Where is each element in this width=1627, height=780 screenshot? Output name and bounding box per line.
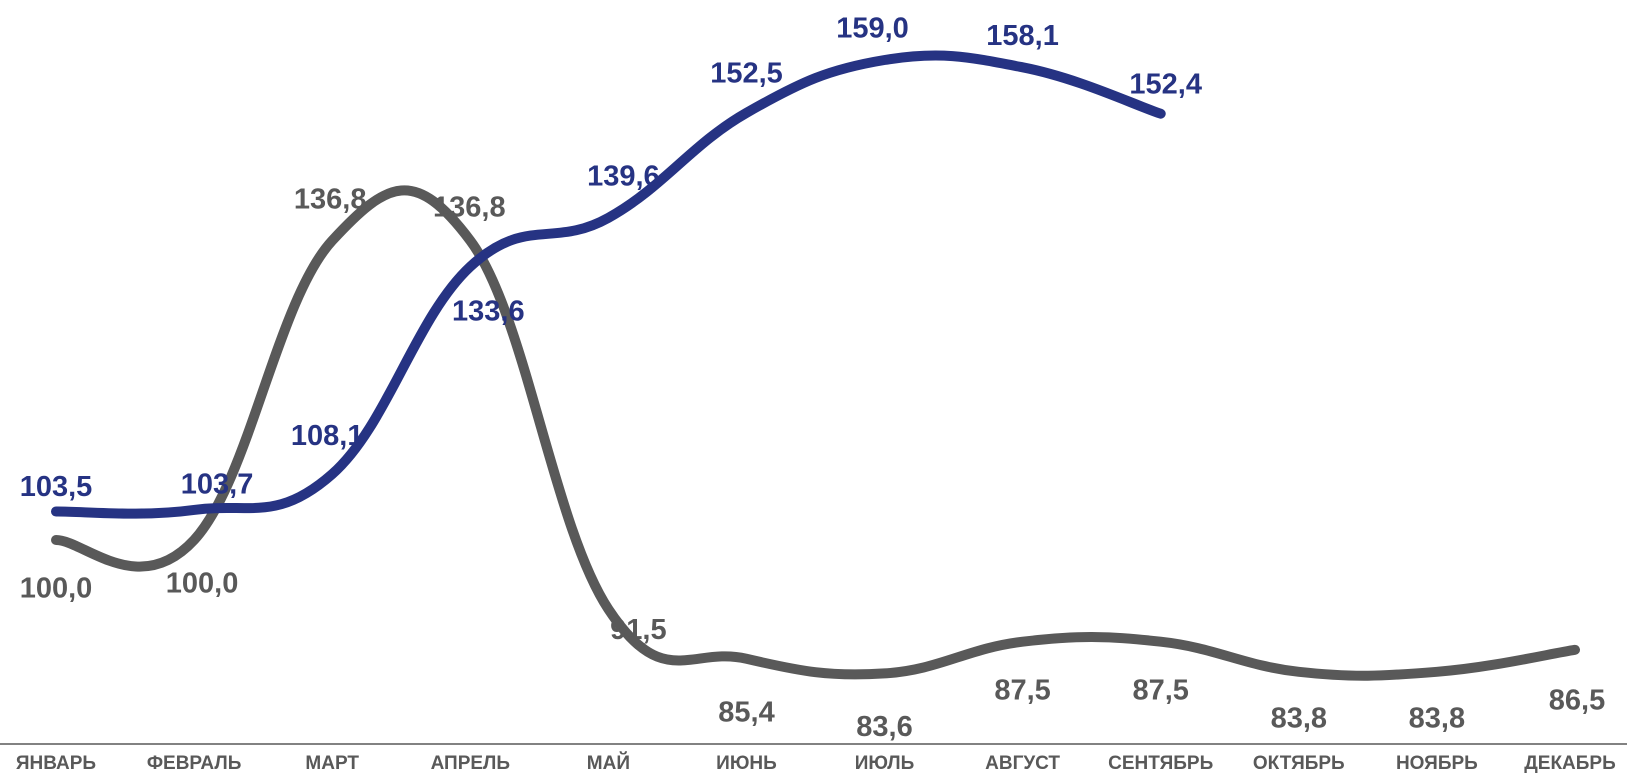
data-label-series-1-9: 87,5 xyxy=(1132,674,1188,706)
x-tick-labels: ЯНВАРЬ ФЕВРАЛЬ МАРТ АПРЕЛЬ МАЙ ИЮНЬ ИЮЛЬ АВГУСТ… xyxy=(16,752,1616,774)
x-tick-label-11: НОЯБРЬ xyxy=(1396,753,1478,774)
data-label-series-1-11: 83,8 xyxy=(1409,702,1465,734)
data-label-series-2-8: 158,1 xyxy=(986,20,1059,52)
data-label-series-1-4: 136,8 xyxy=(433,191,506,223)
series-layer xyxy=(51,50,1580,681)
x-tick-label-12: ДЕКАБРЬ xyxy=(1524,753,1616,774)
data-label-series-1-7: 83,6 xyxy=(856,711,912,743)
data-label-series-1-6: 85,4 xyxy=(718,696,774,728)
data-label-series-2-2: 103,7 xyxy=(181,469,254,501)
series-1-line xyxy=(51,185,1580,681)
x-tick-label-6: ИЮНЬ xyxy=(716,753,777,774)
data-label-series-2-5: 139,6 xyxy=(587,160,660,192)
data-label-series-2-6: 152,5 xyxy=(710,58,783,90)
data-label-series-1-5: 91,5 xyxy=(610,614,666,646)
data-label-series-1-2: 100,0 xyxy=(166,568,239,600)
data-label-series-1-1: 100,0 xyxy=(20,573,93,605)
data-label-series-1-3: 136,8 xyxy=(294,183,367,215)
data-label-series-2-4: 133,6 xyxy=(452,295,525,327)
data-label-series-2-1: 103,5 xyxy=(20,471,93,503)
x-tick-label-10: ОКТЯБРЬ xyxy=(1253,753,1345,774)
data-label-series-1-8: 87,5 xyxy=(994,674,1050,706)
data-label-series-2-3: 108,1 xyxy=(291,420,364,452)
data-label-series-2-9: 152,4 xyxy=(1129,68,1202,100)
x-tick-label-3: МАРТ xyxy=(305,753,359,774)
x-tick-label-2: ФЕВРАЛЬ xyxy=(147,753,242,774)
x-tick-label-8: АВГУСТ xyxy=(985,753,1060,774)
data-label-series-2-7: 159,0 xyxy=(836,13,909,45)
x-tick-label-4: АПРЕЛЬ xyxy=(431,753,510,774)
x-tick-label-1: ЯНВАРЬ xyxy=(16,753,96,774)
series-2-line xyxy=(51,50,1166,519)
data-label-series-1-10: 83,8 xyxy=(1271,702,1327,734)
data-labels: 100,0 100,0 136,8 136,8 91,5 85,4 83,6 87,5 87,5… xyxy=(20,13,1606,743)
x-tick-label-5: МАЙ xyxy=(587,752,630,774)
x-tick-label-9: СЕНТЯБРЬ xyxy=(1108,753,1213,774)
x-tick-label-7: ИЮЛЬ xyxy=(855,753,915,774)
data-label-series-1-12: 86,5 xyxy=(1549,684,1605,716)
